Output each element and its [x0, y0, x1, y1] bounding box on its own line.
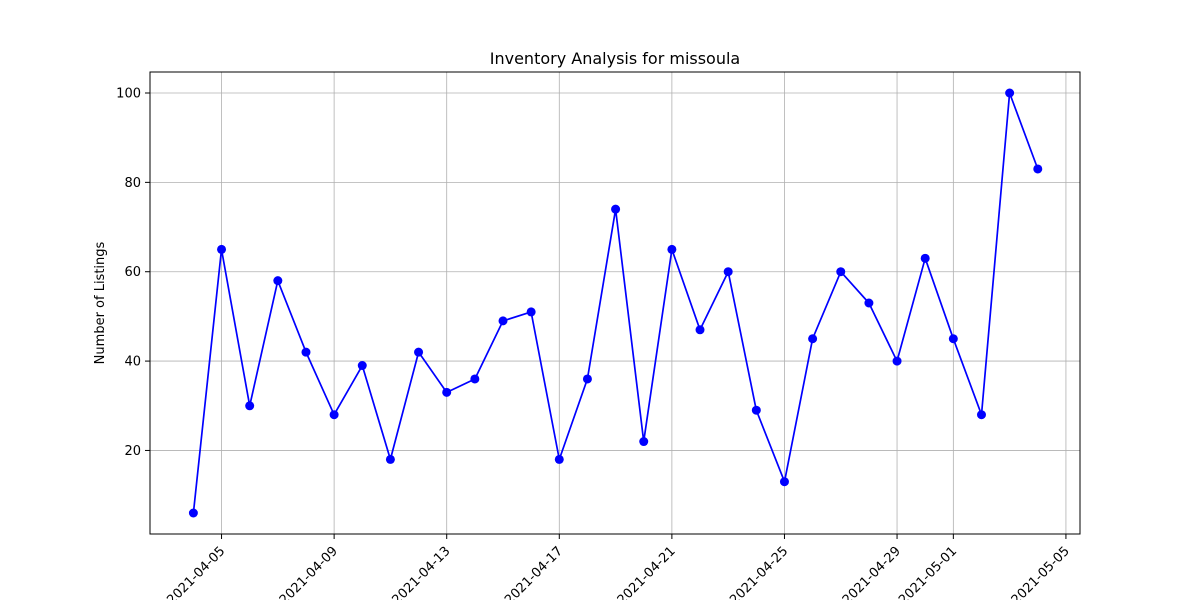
data-point [836, 267, 846, 277]
y-tick-label: 40 [124, 355, 141, 370]
data-point [526, 307, 536, 317]
data-point [1033, 164, 1043, 174]
x-tick-label: 2021-04-09 [277, 544, 341, 600]
data-point [245, 401, 255, 411]
data-point [498, 316, 508, 326]
data-point [217, 244, 227, 254]
x-tick-label: 2021-04-05 [164, 544, 228, 600]
data-point [301, 347, 311, 357]
data-point [948, 334, 958, 344]
x-tick-label: 2021-04-13 [389, 544, 453, 600]
x-tick-label: 2021-05-05 [1009, 544, 1073, 600]
data-point [554, 454, 564, 464]
data-point [667, 244, 677, 254]
y-axis: 20 40 60 80 100 [116, 87, 150, 459]
data-point [611, 204, 621, 214]
y-tick-label: 20 [124, 444, 141, 459]
y-tick-label: 60 [124, 265, 141, 280]
data-point [864, 298, 874, 308]
data-point [414, 347, 424, 357]
data-point [808, 334, 818, 344]
data-point [920, 253, 930, 263]
data-point [385, 454, 395, 464]
chart-title: Inventory Analysis for missoula [490, 49, 740, 68]
plot-frame [149, 71, 1081, 535]
x-tick-label: 2021-04-29 [840, 544, 904, 600]
data-point [976, 410, 986, 420]
data-point [723, 267, 733, 277]
data-point [639, 437, 649, 447]
x-tick-label: 2021-04-25 [727, 544, 791, 600]
data-point [357, 361, 367, 371]
grid-lines [150, 72, 1080, 534]
series-blue [188, 88, 1043, 518]
data-point [779, 477, 789, 487]
x-tick-label: 2021-05-01 [896, 544, 960, 600]
data-point [1005, 88, 1015, 98]
x-tick-label: 2021-04-21 [615, 544, 679, 600]
y-tick-label: 100 [116, 87, 141, 102]
data-point [892, 356, 902, 366]
y-tick-label: 80 [124, 176, 141, 191]
data-point [582, 374, 592, 384]
y-axis-label: Number of Listings [93, 241, 108, 364]
series-line [192, 92, 1039, 514]
data-point [442, 387, 452, 397]
data-point [329, 410, 339, 420]
data-point [695, 325, 705, 335]
x-tick-label: 2021-04-17 [502, 544, 566, 600]
data-point [470, 374, 480, 384]
x-axis: 2021-04-05 2021-04-09 2021-04-13 2021-04-17… [164, 534, 1073, 600]
data-point [188, 508, 198, 518]
data-point [273, 276, 283, 286]
data-point [751, 405, 761, 415]
